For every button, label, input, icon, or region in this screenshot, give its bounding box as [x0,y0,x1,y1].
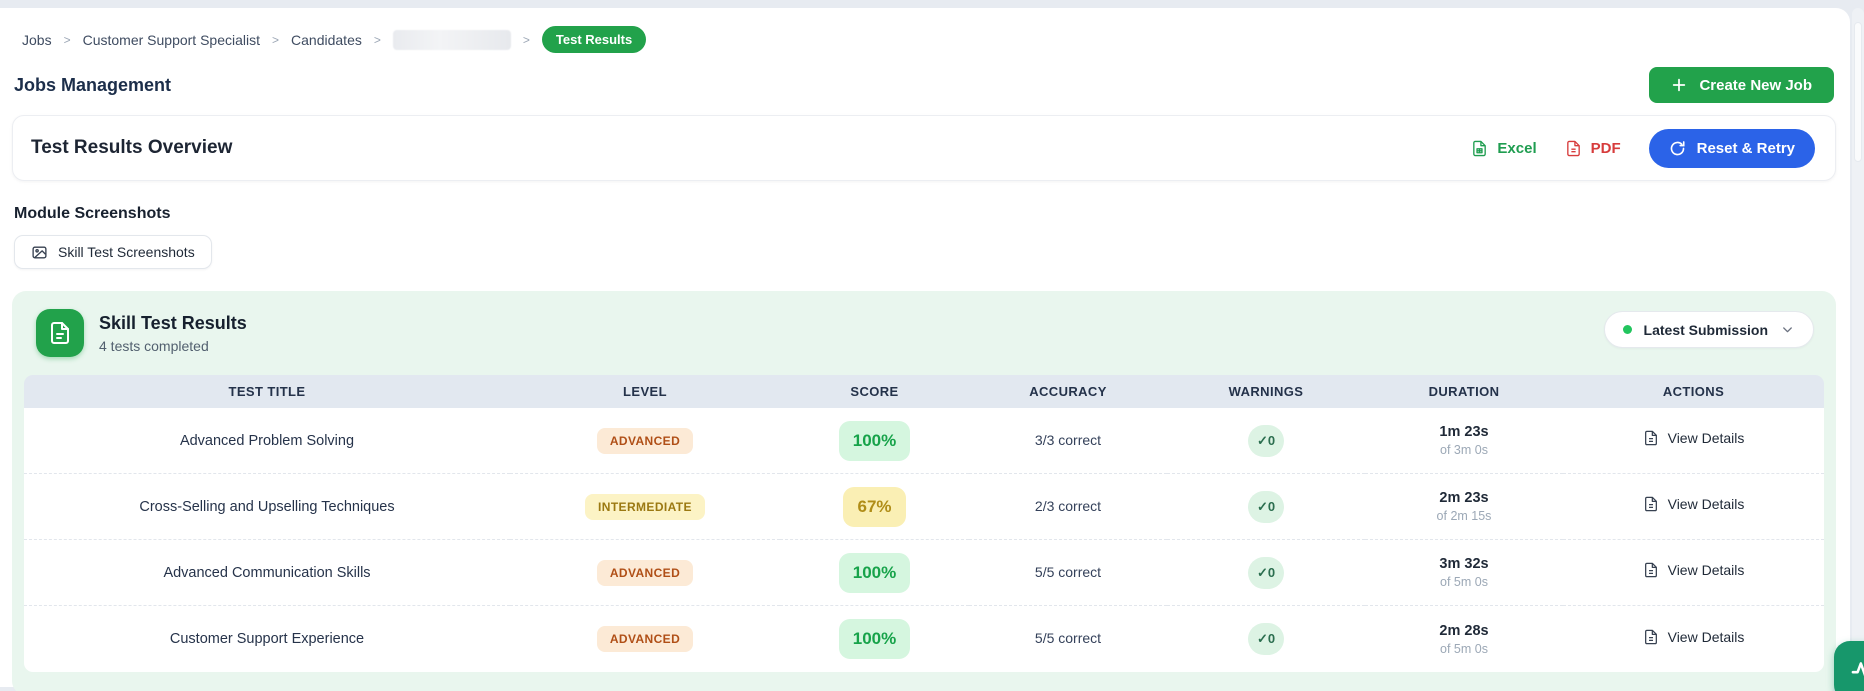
document-icon [1643,562,1659,578]
module-screenshots-title: Module Screenshots [14,205,171,222]
column-header-test-title: TEST TITLE [24,375,510,408]
duration-value: 2m 28s [1439,622,1489,639]
plus-icon [1671,77,1687,93]
column-header-level: LEVEL [510,375,780,408]
breadcrumb-test-results-badge[interactable]: Test Results [541,26,647,53]
column-header-actions: ACTIONS [1563,375,1824,408]
view-details-button[interactable]: View Details [1643,430,1745,446]
chevron-down-icon [1780,322,1795,337]
column-header-warnings: WARNINGS [1167,375,1365,408]
reset-retry-button[interactable]: Reset & Retry [1648,128,1815,168]
table-header-row: TEST TITLE LEVEL SCORE ACCURACY WARNINGS… [24,375,1824,408]
table-row: Cross-Selling and Upselling Techniques I… [24,474,1824,540]
accuracy-value: 2/3 correct [1034,497,1102,514]
breadcrumb-jobs[interactable]: Jobs [22,31,52,48]
view-details-label: View Details [1667,562,1745,578]
accuracy-value: 5/5 correct [1034,563,1102,580]
reset-retry-label: Reset & Retry [1696,139,1795,157]
results-table: TEST TITLE LEVEL SCORE ACCURACY WARNINGS… [24,375,1824,672]
skill-test-screenshots-label: Skill Test Screenshots [58,244,195,260]
pulse-icon [1850,657,1864,685]
document-tile-icon [36,309,84,357]
breadcrumb-separator: > [522,32,530,47]
warnings-badge: ✓0 [1247,556,1285,589]
column-header-score: SCORE [780,375,969,408]
skill-test-results-panel: Skill Test Results 4 tests completed Lat… [12,291,1836,691]
test-title: Customer Support Experience [169,631,365,647]
view-details-label: View Details [1667,628,1745,645]
table-row: Advanced Communication Skills ADVANCED 1… [24,540,1824,606]
breadcrumb-separator: > [373,32,381,47]
table-row: Advanced Problem Solving ADVANCED 100% 3… [24,408,1824,474]
export-pdf-button[interactable]: PDF [1565,140,1621,157]
test-title: Cross-Selling and Upselling Techniques [139,498,395,515]
create-new-job-label: Create New Job [1699,76,1812,94]
duration-value: 2m 23s [1439,490,1489,506]
warnings-badge: ✓0 [1247,623,1285,655]
view-details-button[interactable]: View Details [1643,496,1745,512]
score-badge: 100% [838,619,911,659]
test-results-overview-card: Test Results Overview Excel PDF [12,115,1836,181]
skill-test-screenshots-button[interactable]: Skill Test Screenshots [14,235,212,269]
level-badge: ADVANCED [596,626,694,652]
green-dot-icon [1622,325,1632,334]
column-header-duration: DURATION [1365,375,1563,408]
pdf-file-icon [1565,140,1582,157]
test-title: Advanced Communication Skills [163,564,371,581]
duration-value: 3m 32s [1439,556,1489,572]
image-icon [31,244,48,261]
duration-total: of 5m 0s [1440,575,1488,589]
duration-value: 1m 23s [1439,424,1489,440]
score-badge: 67% [843,486,906,527]
page-title: Jobs Management [14,74,172,95]
skill-results-title: Skill Test Results [99,313,247,334]
excel-file-icon [1471,140,1488,157]
create-new-job-button[interactable]: Create New Job [1649,67,1834,103]
duration-total: of 3m 0s [1440,443,1488,457]
breadcrumb-separator: > [63,32,71,47]
export-excel-button[interactable]: Excel [1471,139,1537,157]
breadcrumb-candidates[interactable]: Candidates [291,31,362,48]
accuracy-value: 5/5 correct [1034,630,1102,646]
refresh-icon [1669,140,1686,157]
document-icon [1643,629,1659,645]
warnings-badge: ✓0 [1247,490,1285,523]
duration-total: of 2m 15s [1436,509,1492,523]
score-badge: 100% [838,552,911,593]
column-header-accuracy: ACCURACY [969,375,1167,408]
view-details-label: View Details [1667,496,1745,512]
level-badge: INTERMEDIATE [585,493,705,520]
table-row: Customer Support Experience ADVANCED 100… [24,606,1824,672]
breadcrumb-separator: > [272,32,280,47]
warnings-badge: ✓0 [1247,424,1285,457]
accuracy-value: 3/3 correct [1034,431,1102,448]
activity-widget-button[interactable] [1834,641,1864,691]
excel-label: Excel [1497,139,1537,157]
score-badge: 100% [838,420,911,461]
view-details-label: View Details [1667,430,1745,446]
breadcrumb-job-title[interactable]: Customer Support Specialist [82,31,261,48]
view-details-button[interactable]: View Details [1643,562,1745,578]
level-badge: ADVANCED [596,427,694,454]
scrollbar-track[interactable] [1852,8,1864,687]
overview-title: Test Results Overview [31,137,233,158]
submission-dropdown-value: Latest Submission [1643,321,1768,338]
breadcrumb-candidate-name-redacted[interactable] [392,29,511,50]
main-panel: Jobs > Customer Support Specialist > Can… [0,8,1850,691]
document-icon [1643,430,1659,446]
breadcrumb: Jobs > Customer Support Specialist > Can… [12,18,1836,53]
submission-dropdown[interactable]: Latest Submission [1603,311,1814,348]
view-details-button[interactable]: View Details [1643,628,1745,645]
skill-results-subtitle: 4 tests completed [99,337,209,354]
document-icon [1643,496,1659,512]
level-badge: ADVANCED [596,559,694,586]
test-title: Advanced Problem Solving [179,432,355,449]
scrollbar-thumb[interactable] [1854,22,1862,162]
duration-total: of 5m 0s [1440,641,1488,656]
pdf-label: PDF [1590,139,1621,157]
